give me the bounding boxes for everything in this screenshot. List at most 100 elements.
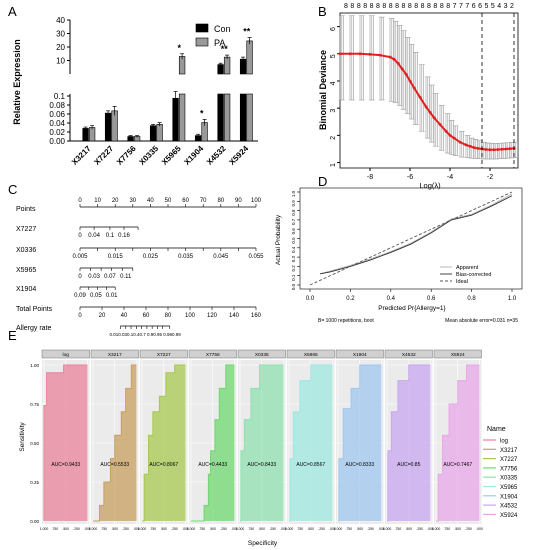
panel-b-top-count: 8 <box>408 3 412 10</box>
panel-e-facet-title: X4532 <box>402 352 416 358</box>
panel-a-bar <box>223 93 231 142</box>
panel-c-tick-label: 0 <box>78 313 82 319</box>
panel-b-top-count: 8 <box>344 3 348 10</box>
panel-c-row-label: X1904 <box>16 286 36 293</box>
panel-e-x-tick-label: .500 <box>160 527 167 531</box>
panel-e-y-tick-label: 0.75 <box>30 402 39 407</box>
panel-b-top-count: 8 <box>350 3 354 10</box>
panel-label-a: A <box>8 4 17 19</box>
panel-c-tick-label: 0.1 <box>106 233 115 239</box>
panel-e-roc-area <box>289 365 333 521</box>
panel-b-y-tick-label: 4 <box>330 81 337 85</box>
panel-d-y-tick-label: 0.3 <box>291 255 296 262</box>
panel-b-mean-point <box>338 52 342 56</box>
panel-d-x-axis-label: Predicted Pr{Allergy=1} <box>378 305 446 312</box>
panel-e-y-axis-label: Sensitivity <box>19 422 26 452</box>
panel-a-bar <box>239 58 247 75</box>
panel-c-tick-label: 10 <box>94 198 101 204</box>
panel-e-legend-label: X1904 <box>500 494 518 500</box>
panel-e-roc-curve <box>387 364 431 522</box>
panel-b-x-tick-label: -2 <box>487 174 493 181</box>
panel-b-top-count: 8 <box>433 3 437 10</box>
panel-e-x-tick-label: .000 <box>133 527 140 531</box>
panel-e-x-tick-label: .250 <box>171 527 178 531</box>
panel-e-auc-label: AUC=0.8333 <box>345 462 374 468</box>
panel-c-tick-label: 0.07 <box>104 274 116 280</box>
panel-a-bar <box>82 128 89 142</box>
panel-b-mean-point <box>458 140 462 144</box>
panel-b-mean-point <box>484 148 488 151</box>
panel-e-facet-title: X5924 <box>451 352 465 358</box>
panel-a-x-tick-label: X7756 <box>115 144 138 167</box>
panel-e-x-tick-label: 1.000 <box>383 527 392 531</box>
panel-a-x-tick-label: X7227 <box>92 144 115 167</box>
panel-a-y-tick-label: 0.1 <box>54 92 66 101</box>
panel-c-tick-label: 0.09 <box>74 293 86 299</box>
panel-c-row-label: X7227 <box>16 226 36 233</box>
panel-e-y-tick-label: 0.00 <box>30 519 39 524</box>
panel-a-bar <box>149 125 157 142</box>
panel-b-top-count: 5 <box>491 3 495 10</box>
panel-b-mean-point <box>400 67 404 71</box>
panel-e-x-tick-label: .500 <box>356 527 363 531</box>
panel-e-facet-strip <box>90 349 139 359</box>
panel-e-y-tick-label: 0.50 <box>30 441 39 446</box>
panel-b-mean-point <box>468 144 472 148</box>
panel-e-x-tick-label: .250 <box>318 527 325 531</box>
panel-c-tick-label: 0 <box>78 233 82 239</box>
panel-b-top-count: 8 <box>402 3 406 10</box>
panel-a-significance-mark: * <box>177 43 181 53</box>
panel-c-tick-label: 0 <box>78 198 82 204</box>
panel-b-top-count: 8 <box>421 3 425 10</box>
panel-e-legend-title: Name <box>487 426 506 433</box>
panel-d-x-tick-label: 0.2 <box>346 296 355 302</box>
panel-c-tick-label: 140 <box>229 313 240 319</box>
panel-a-legend-label: PA <box>214 38 225 48</box>
panel-d-legend-label: Bias-corrected <box>456 272 491 278</box>
panel-e-x-tick-label: 1.000 <box>432 527 441 531</box>
panel-b-mean-point <box>424 105 428 109</box>
panel-d-x-tick-label: 1.0 <box>508 296 517 302</box>
panel-e-auc-label: AUC=0.7467 <box>443 462 472 468</box>
panel-b-top-count: 6 <box>472 3 476 10</box>
panel-c-tick-label: 20 <box>112 198 119 204</box>
panel-e-legend-label: X7756 <box>500 466 518 472</box>
panel-label-d: D <box>318 174 327 189</box>
panel-b-top-count: 5 <box>485 3 489 10</box>
panel-b-mean-point <box>392 57 396 61</box>
panel-b-top-count: 8 <box>389 3 393 10</box>
panel-c-row-label: Points <box>16 206 36 213</box>
panel-e-roc-area <box>436 365 480 521</box>
panel-a-y-tick-label: 20 <box>56 43 65 52</box>
panel-c-tick-label: 30 <box>129 198 136 204</box>
panel-b-top-count: 8 <box>363 3 367 10</box>
panel-e-roc-curve <box>93 364 137 522</box>
panel-b-x-tick-label: -8 <box>367 174 373 181</box>
panel-e-roc-area <box>191 365 235 521</box>
panel-b-top-count: 8 <box>382 3 386 10</box>
panel-b-mean-point <box>348 52 352 56</box>
panel-c-tick-label: 50 <box>165 198 172 204</box>
panel-b-mean-point <box>368 52 372 56</box>
panel-c-tick-label: 0.055 <box>248 254 264 260</box>
panel-b-top-count: 8 <box>370 3 374 10</box>
panel-b-top-count: 8 <box>440 3 444 10</box>
panel-b-top-count: 2 <box>510 3 514 10</box>
panel-e-roc-curve <box>43 364 88 521</box>
panel-d-footer-left: B= 1000 repetitions, boot <box>318 318 374 324</box>
panel-b-top-count: 8 <box>357 3 361 10</box>
panel-b-y-tick-label: 2 <box>330 136 337 140</box>
panel-e-x-tick-label: 1.000 <box>187 527 196 531</box>
panel-b-top-count: 8 <box>446 3 450 10</box>
panel-e-auc-label: AUC=0.8433 <box>247 462 276 468</box>
panel-e-x-tick-label: .750 <box>101 527 108 531</box>
panel-b-y-tick-label: 6 <box>330 27 337 31</box>
panel-e-legend-label: X7227 <box>500 457 518 463</box>
panel-c-row-label: X0336 <box>16 247 36 254</box>
panel-e-roc-area <box>142 365 186 521</box>
panel-c-tick-label: 0.015 <box>108 254 124 260</box>
panel-d-x-tick-label: 0.6 <box>427 296 436 302</box>
panel-d-y-tick-label: 0.7 <box>291 218 296 225</box>
panel-e-facet-strip <box>41 349 90 359</box>
panel-b-mean-point <box>396 61 400 65</box>
